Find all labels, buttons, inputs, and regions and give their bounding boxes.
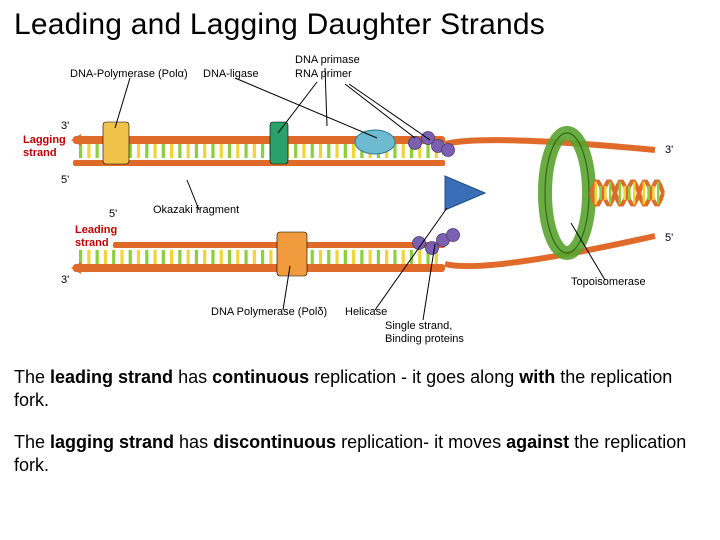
paragraph-lagging: The lagging strand has discontinuous rep… [14, 431, 706, 478]
diagram-svg [15, 48, 705, 348]
slide-title: Leading and Lagging Daughter Strands [14, 8, 706, 42]
label-5prime-top-left: 5' [61, 174, 69, 187]
label-ssb: Single strand,Binding proteins [385, 320, 464, 345]
label-lagging-strand: Laggingstrand [23, 134, 66, 159]
label-rna-primer: RNA primer [295, 68, 352, 81]
label-3prime-bot-left: 3' [61, 274, 69, 287]
label-dna-pol-delta: DNA Polymerase (Polδ) [211, 306, 327, 319]
label-helicase: Helicase [345, 306, 387, 319]
label-leading-strand: Leadingstrand [75, 224, 117, 249]
label-dna-pol-alpha: DNA-Polymerase (Polα) [70, 68, 188, 81]
label-dna-ligase: DNA-ligase [203, 68, 259, 81]
label-5prime-right: 5' [665, 232, 673, 245]
label-dna-primase: DNA primase [295, 54, 360, 67]
replication-fork-diagram: DNA primase RNA primer DNA-ligase DNA-Po… [15, 48, 705, 348]
paragraph-leading: The leading strand has continuous replic… [14, 366, 706, 413]
label-3prime-right: 3' [665, 144, 673, 157]
label-5prime-bot-left: 5' [109, 208, 117, 221]
label-okazaki: Okazaki fragment [153, 204, 239, 217]
label-3prime-top-left: 3' [61, 120, 69, 133]
label-topoisomerase: Topoisomerase [571, 276, 646, 289]
